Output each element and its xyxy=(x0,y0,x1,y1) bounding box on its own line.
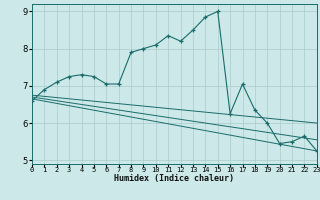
X-axis label: Humidex (Indice chaleur): Humidex (Indice chaleur) xyxy=(115,174,234,183)
